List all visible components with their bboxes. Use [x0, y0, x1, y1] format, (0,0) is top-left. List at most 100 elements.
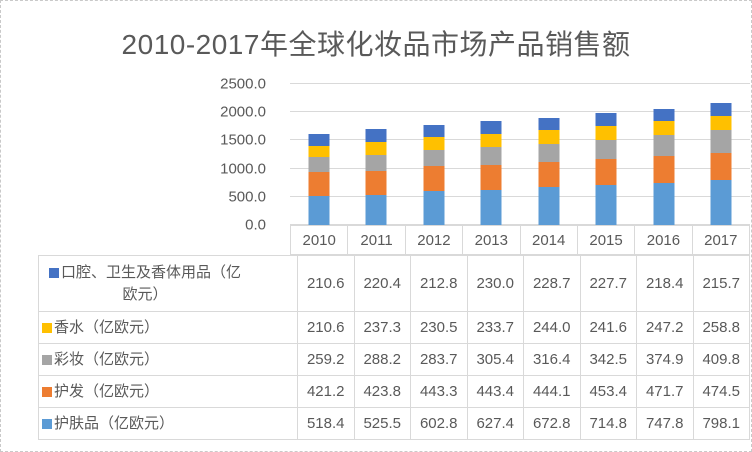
- year-header-cell: 2013: [463, 226, 521, 254]
- value-cell: 747.8: [636, 407, 694, 440]
- bar-segment: [308, 172, 330, 196]
- value-cell: 215.7: [692, 255, 750, 312]
- bar-segment: [423, 166, 445, 192]
- bar-column-2013: [463, 84, 521, 225]
- bar-segment: [480, 189, 502, 225]
- value-cell: 247.2: [636, 311, 694, 344]
- data-table: 口腔、卫生及香体用品（亿欧元） 210.6 220.4 212.8 230.0 228.7…: [38, 255, 750, 440]
- table-row: 护发（亿欧元） 421.2 423.8 443.3 443.4 444.1 453.4 471…: [38, 375, 750, 408]
- bar-segment: [480, 147, 502, 165]
- value-cell: 443.4: [466, 375, 524, 408]
- bar-column-2014: [520, 84, 578, 225]
- value-cell: 421.2: [297, 375, 355, 408]
- bar-columns: [290, 84, 750, 225]
- row-label-cell: 护发（亿欧元）: [38, 375, 298, 408]
- stacked-bar-2016: [653, 84, 675, 225]
- row-label-cell: 彩妆（亿欧元）: [38, 343, 298, 376]
- legend-key-icon: [42, 418, 52, 429]
- year-header-cell: 2017: [704, 231, 738, 249]
- series-name-label: 护发（亿欧元）: [54, 382, 160, 400]
- stacked-bar-2015: [595, 84, 617, 225]
- value-cell: 798.1: [692, 407, 750, 440]
- value-cell: 244.0: [523, 311, 581, 344]
- value-cell: 227.7: [579, 255, 637, 312]
- value-cell: 518.4: [297, 407, 355, 440]
- bar-segment: [365, 155, 387, 172]
- value-cell: 230.0: [466, 255, 524, 312]
- bar-column-2010: [290, 84, 348, 225]
- bar-column-2012: [405, 84, 463, 225]
- bar-segment: [538, 162, 560, 188]
- year-header-cell: 2016: [635, 226, 693, 254]
- value-cell: 316.4: [523, 343, 581, 376]
- plot-area: [290, 83, 750, 225]
- bar-segment: [653, 108, 675, 122]
- value-cell: 230.5: [410, 311, 468, 344]
- value-cell: 228.7: [523, 255, 581, 312]
- row-label-cell: 香水（亿欧元）: [38, 311, 298, 344]
- stacked-bar-2012: [423, 84, 445, 225]
- bar-segment: [365, 195, 387, 225]
- value-cell: 218.4: [636, 255, 694, 312]
- table-row: 香水（亿欧元） 210.6 237.3 230.5 233.7 244.0 241.6 247…: [38, 311, 750, 344]
- y-axis-tick-label: 2000.0: [220, 103, 266, 121]
- value-cell: 471.7: [636, 375, 694, 408]
- value-cell: 305.4: [466, 343, 524, 376]
- legend-key-icon: [42, 354, 52, 365]
- bar-segment: [653, 182, 675, 225]
- value-cell: 672.8: [523, 407, 581, 440]
- bar-segment: [365, 171, 387, 196]
- bar-segment: [595, 159, 617, 185]
- bar-segment: [365, 129, 387, 142]
- value-cell: 374.9: [636, 343, 694, 376]
- y-axis-tick-label: 1000.0: [220, 160, 266, 178]
- value-cell: 602.8: [410, 407, 468, 440]
- bar-column-2015: [578, 84, 636, 225]
- bar-segment: [595, 139, 617, 160]
- bar-segment: [308, 145, 330, 158]
- bar-segment: [710, 115, 732, 131]
- year-header-cell: 2012: [406, 226, 464, 254]
- stacked-bar-2013: [480, 84, 502, 225]
- x-axis-year-header-row: 2010 2011 2012 2013 2014 2015 2016 2017: [290, 225, 750, 255]
- legend-key-icon: [42, 322, 52, 333]
- bar-segment: [423, 137, 445, 151]
- table-row: 彩妆（亿欧元） 259.2 288.2 283.7 305.4 316.4 342.5 374…: [38, 343, 750, 376]
- stacked-bar-2014: [538, 84, 560, 225]
- y-axis-tick-label: 1500.0: [220, 131, 266, 149]
- gridline: [290, 111, 750, 113]
- value-cell: 443.3: [410, 375, 468, 408]
- value-cell: 627.4: [466, 407, 524, 440]
- gridline: [290, 167, 750, 169]
- gridline: [290, 224, 750, 225]
- value-cell: 525.5: [353, 407, 411, 440]
- bar-segment: [423, 191, 445, 225]
- row-label-cell: 护肤品（亿欧元）: [38, 407, 298, 440]
- y-axis-tick-labels: 0.0 500.0 1000.0 1500.0 2000.0 2500.0: [166, 76, 266, 234]
- y-axis-tick-label: 0.0: [245, 216, 266, 234]
- bar-segment: [710, 180, 732, 225]
- stacked-bar-2011: [365, 84, 387, 225]
- bar-segment: [480, 134, 502, 148]
- bar-column-2016: [635, 84, 693, 225]
- value-cell: 210.6: [297, 255, 355, 312]
- value-cell: 283.7: [410, 343, 468, 376]
- value-cell: 212.8: [410, 255, 468, 312]
- series-name-label: 彩妆（亿欧元）: [54, 350, 160, 368]
- bar-segment: [710, 153, 732, 180]
- legend-key-icon: [42, 386, 52, 397]
- bar-segment: [653, 121, 675, 136]
- year-header-cell: 2010: [291, 226, 349, 254]
- bar-segment: [365, 141, 387, 156]
- bar-segment: [595, 126, 617, 140]
- bar-segment: [480, 121, 502, 135]
- chart-title: 2010-2017年全球化妆品市场产品销售额: [121, 29, 631, 60]
- bar-segment: [538, 130, 560, 145]
- value-cell: 210.6: [297, 311, 355, 344]
- gridline: [290, 83, 750, 84]
- value-cell: 220.4: [353, 255, 411, 312]
- table-row: 口腔、卫生及香体用品（亿欧元） 210.6 220.4 212.8 230.0 228.7…: [38, 255, 750, 312]
- bar-segment: [423, 125, 445, 138]
- value-cell: 241.6: [579, 311, 637, 344]
- value-cell: 474.5: [692, 375, 750, 408]
